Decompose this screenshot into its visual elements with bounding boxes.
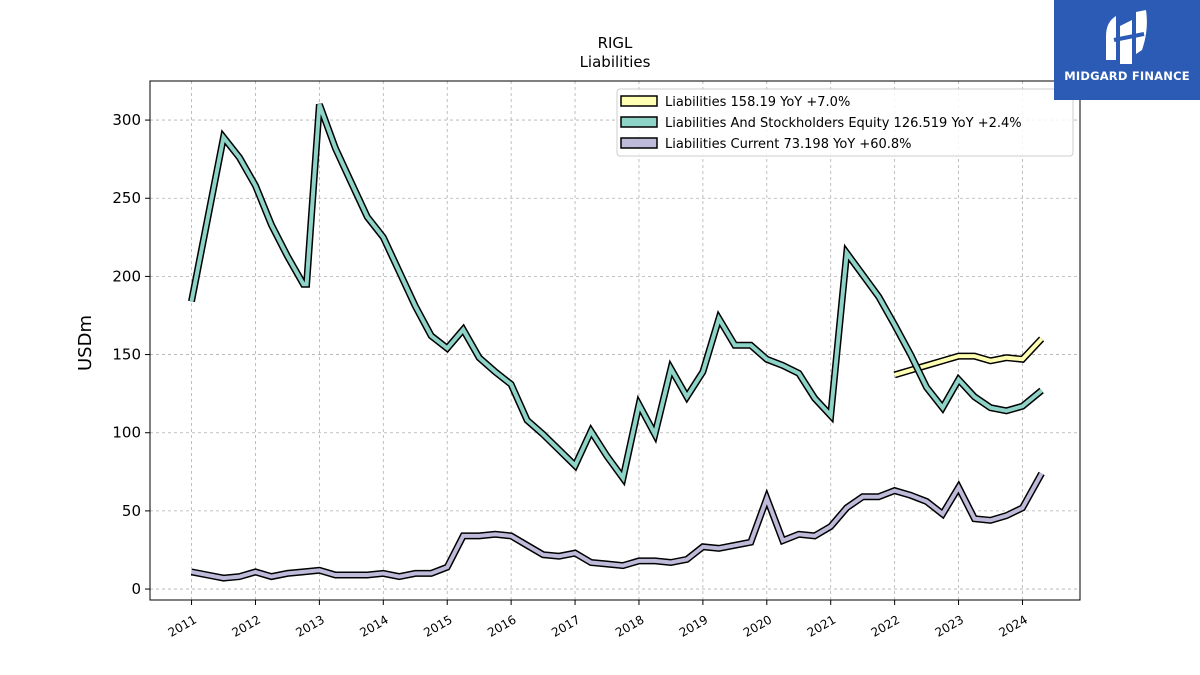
x-tick-label: 2023: [933, 612, 966, 639]
chart-subtitle: Liabilities: [580, 53, 651, 71]
y-tick-label: 250: [112, 189, 141, 207]
legend-label: Liabilities Current 73.198 YoY +60.8%: [665, 137, 912, 152]
legend-swatch: [620, 137, 658, 149]
x-tick-label: 2012: [230, 612, 263, 639]
y-tick-label: 50: [122, 502, 141, 520]
legend-swatch: [620, 95, 658, 107]
chart-title: RIGL: [598, 34, 633, 52]
logo-icon: [1106, 10, 1147, 64]
plot-frame: [149, 80, 1081, 601]
x-tick-label: 2016: [485, 612, 518, 639]
x-tick-label: 2013: [293, 612, 326, 639]
x-tick-label: 2011: [166, 612, 199, 639]
x-tick-label: 2024: [997, 612, 1030, 639]
y-tick-label: 200: [112, 267, 141, 285]
series-line-liabilities-and-stockholders-equity: [189, 103, 1043, 483]
x-tick-label: 2022: [869, 612, 902, 639]
tick-layer: 2011 2012 2013 2014 2015 2016 2017 2018 2019 2020…: [112, 111, 1030, 640]
legend-label: Liabilities 158.19 YoY +7.0%: [665, 95, 850, 110]
x-tick-label: 2019: [677, 612, 710, 639]
y-tick-label: 0: [131, 580, 141, 598]
x-tick-label: 2018: [613, 612, 646, 639]
x-tick-label: 2020: [741, 612, 774, 639]
y-tick-label: 300: [112, 111, 141, 129]
legend-label: Liabilities And Stockholders Equity 126.…: [665, 116, 1022, 131]
series-line-liabilities-current: [191, 472, 1044, 581]
x-tick-label: 2014: [357, 612, 390, 639]
x-tick-label: 2017: [549, 612, 582, 639]
x-tick-label: 2015: [421, 612, 454, 639]
brand-logo: MIDGARD FINANCE: [1054, 0, 1200, 100]
logo-text: MIDGARD FINANCE: [1064, 69, 1190, 83]
legend: Liabilities 158.19 YoY +7.0% Liabilities …: [616, 88, 1074, 157]
grid-lines: [150, 81, 1080, 600]
y-tick-label: 150: [112, 346, 141, 364]
legend-box: [616, 88, 1074, 157]
x-tick-label: 2021: [805, 612, 838, 639]
y-axis-label: USDm: [75, 315, 96, 371]
y-tick-label: 100: [112, 424, 141, 442]
legend-swatch: [620, 116, 658, 128]
series-layer: [188, 103, 1045, 582]
